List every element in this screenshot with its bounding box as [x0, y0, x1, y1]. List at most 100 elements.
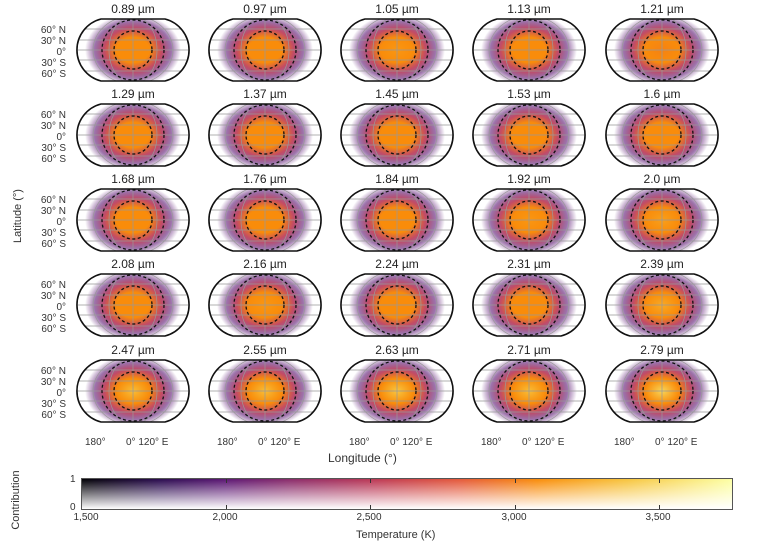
colorbar-tick [659, 505, 660, 509]
colorbar-xtick: 3,500 [645, 512, 671, 523]
map-projection [76, 188, 190, 252]
map-projection [76, 273, 190, 337]
map-panel: 2.71 µm [461, 343, 597, 435]
map-panel: 1.53 µm [461, 87, 597, 179]
map-panel: 1.92 µm [461, 172, 597, 264]
latitude-tick: 30° N [40, 121, 66, 132]
colorbar-xtick: 1,500 [73, 512, 99, 523]
map-panel: 2.16 µm [197, 257, 333, 349]
colorbar-xtick: 2,000 [212, 512, 238, 523]
colorbar-y-label: Contribution [10, 470, 22, 530]
latitude-tick: 30° S [41, 313, 66, 324]
x-axis-label: Longitude (°) [328, 451, 397, 465]
latitude-tick: 0° [56, 47, 66, 58]
map-panel: 1.45 µm [329, 87, 465, 179]
panel-title: 0.97 µm [243, 2, 287, 16]
latitude-tick: 30° N [40, 377, 66, 388]
map-projection [208, 359, 322, 423]
map-projection [76, 18, 190, 82]
map-projection [76, 359, 190, 423]
map-projection [76, 103, 190, 167]
latitude-tick: 30° N [40, 36, 66, 47]
latitude-labels: 60° N 30° N 0° 30° S 60° S [0, 366, 66, 421]
panel-title: 0.89 µm [111, 2, 155, 16]
map-panel: 0.97 µm [197, 2, 333, 94]
latitude-tick: 0° [56, 302, 66, 313]
latitude-tick: 60° N [40, 25, 66, 36]
map-projection [208, 18, 322, 82]
colorbar-tick [515, 479, 516, 483]
map-panel: 1.05 µm [329, 2, 465, 94]
panel-title: 1.37 µm [243, 87, 287, 101]
latitude-tick: 60° N [40, 280, 66, 291]
latitude-tick: 60° S [41, 410, 66, 421]
longitude-tick-180: 180° [481, 437, 502, 448]
map-panel: 2.39 µm [594, 257, 730, 349]
latitude-tick: 60° S [41, 239, 66, 250]
colorbar-x-label: Temperature (K) [356, 529, 436, 541]
latitude-labels: 60° N 30° N 0° 30° S 60° S [0, 25, 66, 80]
colorbar-tick [515, 505, 516, 509]
colorbar-xtick: 3,000 [501, 512, 527, 523]
longitude-tick-0-120e: 0° 120° E [390, 437, 433, 448]
map-projection [340, 359, 454, 423]
colorbar-tick [370, 505, 371, 509]
map-projection [605, 18, 719, 82]
map-projection [472, 18, 586, 82]
map-projection [472, 103, 586, 167]
latitude-tick: 0° [56, 217, 66, 228]
panel-title: 1.21 µm [640, 2, 684, 16]
latitude-labels: 60° N 30° N 0° 30° S 60° S [0, 280, 66, 335]
latitude-tick: 30° S [41, 58, 66, 69]
panel-title: 2.08 µm [111, 257, 155, 271]
panel-title: 2.31 µm [507, 257, 551, 271]
panel-title: 1.92 µm [507, 172, 551, 186]
latitude-tick: 60° S [41, 154, 66, 165]
colorbar-tick [659, 479, 660, 483]
map-projection [472, 188, 586, 252]
panel-title: 1.6 µm [643, 87, 681, 101]
longitude-tick-0-120e: 0° 120° E [522, 437, 565, 448]
panel-title: 1.53 µm [507, 87, 551, 101]
map-panel: 2.47 µm [65, 343, 201, 435]
latitude-labels: 60° N 30° N 0° 30° S 60° S [0, 195, 66, 250]
colorbar-tick [226, 505, 227, 509]
panel-title: 2.16 µm [243, 257, 287, 271]
map-panel: 2.24 µm [329, 257, 465, 349]
latitude-tick: 60° N [40, 110, 66, 121]
panel-title: 2.63 µm [375, 343, 419, 357]
map-projection [208, 103, 322, 167]
longitude-tick-0-120e: 0° 120° E [655, 437, 698, 448]
latitude-tick: 30° S [41, 228, 66, 239]
map-panel: 0.89 µm [65, 2, 201, 94]
map-projection [340, 18, 454, 82]
map-projection [605, 359, 719, 423]
map-panel: 1.6 µm [594, 87, 730, 179]
panel-title: 2.79 µm [640, 343, 684, 357]
panel-title: 1.76 µm [243, 172, 287, 186]
map-projection [340, 103, 454, 167]
longitude-tick-180: 180° [217, 437, 238, 448]
latitude-tick: 60° N [40, 366, 66, 377]
map-projection [340, 273, 454, 337]
map-panel: 1.21 µm [594, 2, 730, 94]
map-projection [472, 273, 586, 337]
panel-title: 2.0 µm [643, 172, 681, 186]
colorbar [81, 478, 733, 510]
map-projection [605, 273, 719, 337]
panel-title: 1.05 µm [375, 2, 419, 16]
latitude-tick: 60° S [41, 324, 66, 335]
longitude-tick-0-120e: 0° 120° E [258, 437, 301, 448]
latitude-tick: 30° S [41, 399, 66, 410]
panel-title: 1.29 µm [111, 87, 155, 101]
panel-title: 2.55 µm [243, 343, 287, 357]
panel-title: 2.71 µm [507, 343, 551, 357]
map-panel: 2.55 µm [197, 343, 333, 435]
map-panel: 1.13 µm [461, 2, 597, 94]
map-panel: 1.76 µm [197, 172, 333, 264]
colorbar-ytick-1: 1 [70, 474, 76, 485]
longitude-tick-0-120e: 0° 120° E [126, 437, 169, 448]
latitude-tick: 0° [56, 388, 66, 399]
longitude-tick-180: 180° [349, 437, 370, 448]
panel-title: 1.45 µm [375, 87, 419, 101]
